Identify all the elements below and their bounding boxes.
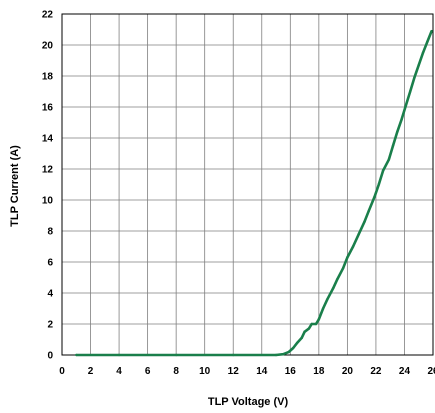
data-point: [373, 195, 376, 199]
plot-area-border: [61, 13, 434, 356]
data-point: [341, 267, 345, 270]
y-tick-label: 18: [42, 72, 54, 83]
data-point: [321, 307, 325, 310]
data-point: [303, 330, 306, 333]
data-point: [310, 322, 313, 326]
data-point: [274, 353, 278, 357]
chart-grid: [61, 13, 434, 356]
data-point: [291, 346, 295, 350]
x-tick-label: 14: [256, 366, 268, 377]
data-point: [174, 353, 178, 357]
data-point: [75, 353, 78, 357]
x-tick-label: 24: [399, 366, 411, 377]
x-tick-label: 22: [370, 366, 382, 377]
data-point: [314, 322, 318, 326]
y-axis-title: TLP Current (A): [9, 145, 21, 227]
data-point: [296, 341, 299, 344]
data-point: [351, 245, 355, 248]
data-point: [307, 327, 311, 330]
data-point: [300, 336, 303, 340]
data-series: [75, 29, 433, 357]
y-tick-label: 2: [47, 320, 53, 331]
data-point: [408, 90, 412, 93]
y-tick-label: 10: [42, 196, 54, 207]
data-point: [326, 298, 329, 301]
x-tick-label: 10: [199, 366, 211, 377]
data-point: [396, 130, 399, 133]
series-line: [76, 30, 433, 357]
data-point: [363, 220, 366, 223]
y-tick-label: 20: [42, 41, 54, 52]
x-tick-label: 18: [313, 366, 325, 377]
y-tick-label: 12: [42, 165, 54, 176]
data-point: [117, 353, 121, 357]
x-tick-label: 0: [59, 366, 65, 377]
x-tick-label: 16: [285, 366, 297, 377]
data-point: [346, 256, 349, 259]
x-tick-label: 12: [228, 366, 240, 377]
data-point: [391, 144, 395, 147]
y-tick-label: 16: [42, 103, 54, 114]
x-tick-label: 26: [427, 366, 435, 377]
data-point: [317, 318, 321, 321]
y-tick-label: 14: [42, 134, 54, 145]
data-point: [400, 118, 403, 121]
x-axis-tick-labels: 02468101214161820222426: [59, 366, 435, 377]
data-point: [232, 353, 235, 357]
data-point: [367, 209, 370, 213]
y-axis-tick-labels: 0 2 4 6 8 10 12 14 16 18 20 22: [42, 10, 54, 362]
x-tick-label: 20: [342, 366, 354, 377]
data-point: [404, 104, 408, 107]
y-tick-label: 6: [47, 258, 53, 269]
data-point: [417, 63, 420, 67]
y-tick-label: 22: [42, 10, 54, 21]
data-point: [426, 40, 429, 44]
data-point: [281, 353, 285, 356]
data-point: [387, 158, 390, 161]
data-point: [413, 76, 416, 79]
x-axis-title: TLP Voltage (V): [208, 396, 289, 408]
data-point: [377, 183, 380, 186]
data-point: [421, 51, 425, 54]
x-tick-label: 2: [88, 366, 94, 377]
y-tick-label: 4: [47, 289, 53, 300]
x-tick-label: 8: [173, 366, 179, 377]
data-point: [336, 277, 339, 281]
data-point: [381, 169, 385, 172]
data-point: [331, 287, 335, 290]
y-tick-label: 8: [47, 227, 53, 238]
data-point: [287, 350, 291, 354]
data-point: [357, 232, 360, 236]
x-tick-label: 4: [116, 366, 122, 377]
data-point: [430, 29, 433, 33]
y-tick-label: 0: [47, 351, 53, 362]
x-tick-label: 6: [145, 366, 151, 377]
